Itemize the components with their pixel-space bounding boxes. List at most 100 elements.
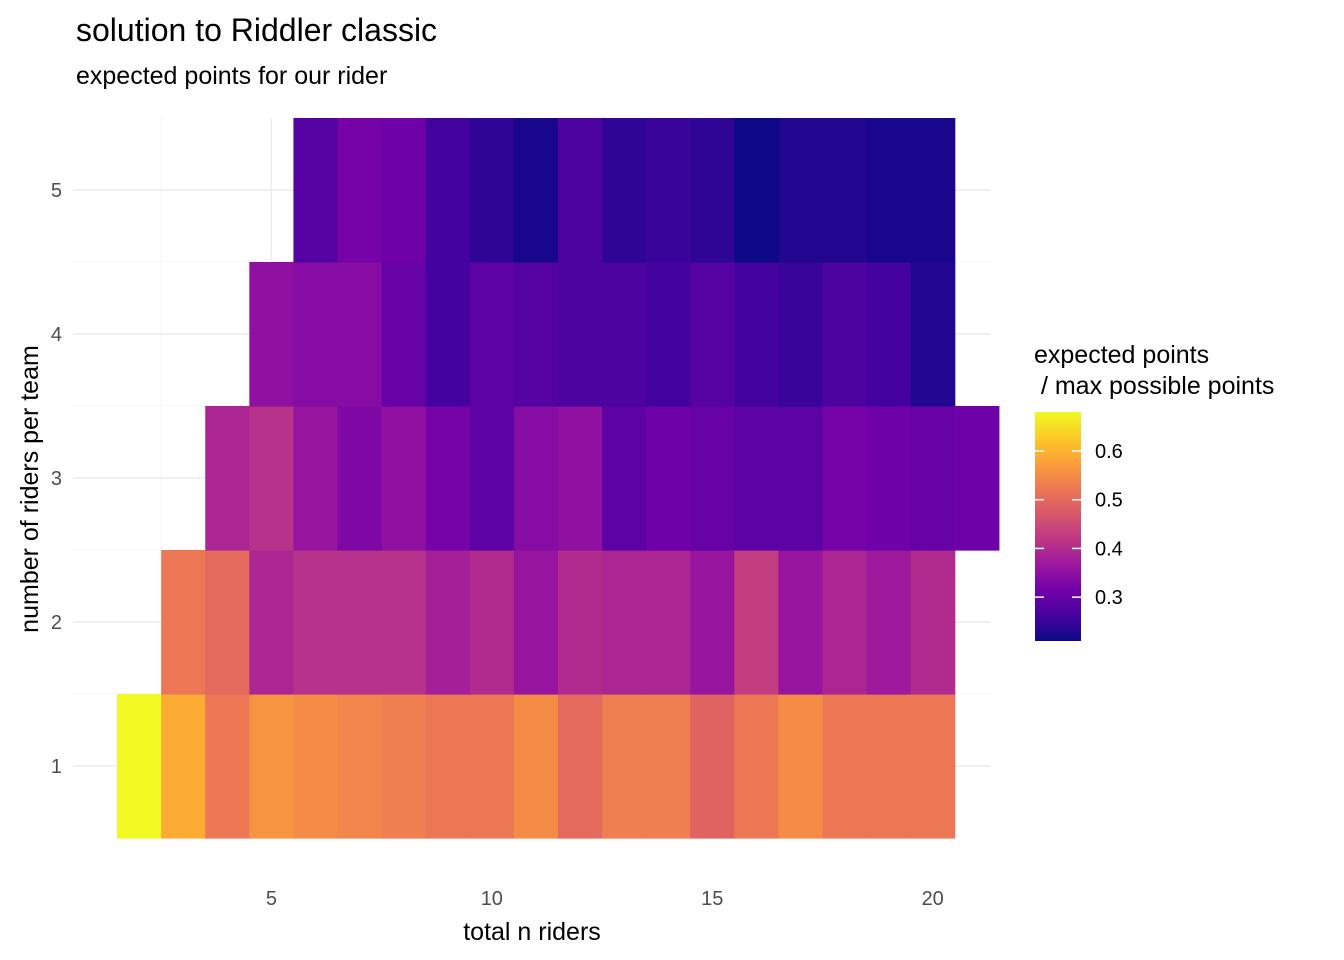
heatmap-cell [866,406,912,551]
heatmap-cell [866,118,912,263]
heatmap-cell [161,550,206,695]
heatmap-cell [469,694,515,839]
heatmap-cell [337,694,383,839]
heatmap-cell [557,550,603,695]
heatmap-cell [910,550,956,695]
y-axis-ticks: 1 2 3 4 5 [51,180,62,778]
heatmap-cell [513,118,559,263]
heatmap-cell [513,262,559,407]
heatmap-cell [205,550,250,695]
heatmap-cell [910,118,956,263]
heatmap-cell [381,118,427,263]
heatmap-cell [778,694,824,839]
heatmap-cell [469,550,515,695]
heatmap-cell [293,118,339,263]
heatmap-cell [822,262,868,407]
heatmap-cells [117,118,1000,839]
x-tick-label: 10 [481,888,503,910]
heatmap-cell [337,406,383,551]
heatmap-cell [602,694,647,839]
heatmap-cell [205,694,250,839]
heatmap-cell [161,694,206,839]
heatmap-cell [778,406,824,551]
heatmap-cell [205,406,250,551]
heatmap-cell [513,550,559,695]
heatmap-cell [293,694,339,839]
heatmap-cell [293,262,339,407]
legend-ticks: 0.3 0.4 0.5 0.6 [1035,441,1123,609]
legend-title-line-2: / max possible points [1034,372,1274,400]
y-tick-label: 1 [51,756,62,778]
heatmap-cell [734,118,779,263]
heatmap-cell [249,406,295,551]
heatmap-cell [734,262,779,407]
color-legend: expected points / max possible points 0.… [1034,341,1274,641]
heatmap-cell [513,406,559,551]
heatmap-cell [910,262,956,407]
y-tick-label: 4 [51,324,62,346]
heatmap-cell [602,262,647,407]
heatmap-cell [557,406,603,551]
x-axis-ticks: 5 10 15 20 [266,888,944,910]
heatmap-cell [690,406,735,551]
legend-tick-label: 0.6 [1095,441,1123,463]
heatmap-cell [249,694,295,839]
x-axis-title: total n riders [463,918,601,946]
legend-title-line-1: expected points [1034,341,1209,369]
heatmap-cell [734,550,779,695]
heatmap-cell [690,550,735,695]
heatmap-cell [469,118,515,263]
heatmap-cell [602,406,647,551]
heatmap-cell [866,262,912,407]
heatmap-cell [425,406,471,551]
heatmap-cell [381,694,427,839]
heatmap-cell [249,550,295,695]
heatmap-cell [337,262,383,407]
chart-subtitle: expected points for our rider [76,62,387,90]
heatmap-cell [646,262,691,407]
legend-tick-label: 0.5 [1095,490,1123,512]
heatmap-cell [425,118,471,263]
heatmap-cell [822,694,868,839]
heatmap-cell [469,262,515,407]
heatmap-cell [557,694,603,839]
heatmap-cell [822,406,868,551]
legend-tick-label: 0.4 [1095,538,1123,560]
heatmap-cell [557,262,603,407]
legend-colorbar [1035,412,1081,641]
y-axis-title: number of riders per team [16,345,44,633]
heatmap-cell [337,118,383,263]
heatmap-cell [646,694,691,839]
heatmap-cell [910,694,956,839]
heatmap-cell [646,406,691,551]
heatmap-cell [293,550,339,695]
x-tick-label: 5 [266,888,277,910]
heatmap-cell [778,550,824,695]
heatmap-cell [910,406,956,551]
heatmap-cell [337,550,383,695]
x-tick-label: 20 [922,888,944,910]
heatmap-cell [690,118,735,263]
heatmap-cell [954,406,1000,551]
heatmap-cell [425,694,471,839]
heatmap-cell [866,694,912,839]
x-tick-label: 15 [701,888,723,910]
heatmap-cell [822,550,868,695]
heatmap-cell [778,118,824,263]
y-tick-label: 5 [51,180,62,202]
heatmap-cell [866,550,912,695]
heatmap-cell [822,118,868,263]
heatmap-cell [646,550,691,695]
y-tick-label: 2 [51,612,62,634]
heatmap-cell [425,550,471,695]
heatmap-cell [381,262,427,407]
heatmap-cell [293,406,339,551]
heatmap-cell [249,262,295,407]
heatmap-cell [557,118,603,263]
heatmap-cell [381,550,427,695]
heatmap-cell [425,262,471,407]
heatmap-cell [690,694,735,839]
legend-tick-label: 0.3 [1095,587,1123,609]
heatmap-cell [690,262,735,407]
